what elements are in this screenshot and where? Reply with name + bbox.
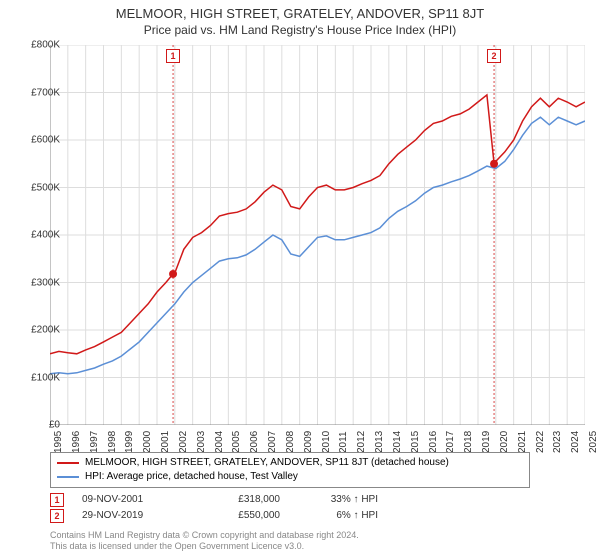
footer-attribution: Contains HM Land Registry data © Crown c… (50, 530, 359, 552)
x-tick-label: 1999 (124, 431, 135, 453)
plot-area (50, 45, 585, 425)
x-tick-label: 1998 (107, 431, 118, 453)
x-tick-label: 1995 (53, 431, 64, 453)
trade-row: 1 09-NOV-2001 £318,000 33% ↑ HPI (50, 492, 378, 508)
legend-swatch (57, 462, 79, 464)
y-tick-label: £100K (12, 372, 60, 383)
x-tick-label: 2017 (445, 431, 456, 453)
x-tick-label: 2001 (160, 431, 171, 453)
trade-row: 2 29-NOV-2019 £550,000 6% ↑ HPI (50, 508, 378, 524)
legend-label: HPI: Average price, detached house, Test… (85, 470, 298, 484)
legend-label: MELMOOR, HIGH STREET, GRATELEY, ANDOVER,… (85, 456, 449, 470)
x-tick-label: 2019 (481, 431, 492, 453)
y-tick-label: £300K (12, 277, 60, 288)
x-tick-label: 2012 (356, 431, 367, 453)
x-tick-label: 2022 (535, 431, 546, 453)
trade-marker: 2 (50, 509, 64, 523)
y-tick-label: £400K (12, 230, 60, 241)
y-tick-label: £200K (12, 325, 60, 336)
y-tick-label: £700K (12, 87, 60, 98)
chart-container: MELMOOR, HIGH STREET, GRATELEY, ANDOVER,… (0, 0, 600, 560)
x-tick-label: 2013 (374, 431, 385, 453)
x-tick-label: 2015 (410, 431, 421, 453)
x-tick-label: 2011 (338, 431, 349, 453)
y-tick-label: £600K (12, 135, 60, 146)
x-tick-label: 2023 (552, 431, 563, 453)
x-tick-label: 2020 (499, 431, 510, 453)
x-tick-label: 2016 (428, 431, 439, 453)
x-tick-label: 2000 (142, 431, 153, 453)
chart-title: MELMOOR, HIGH STREET, GRATELEY, ANDOVER,… (0, 0, 600, 21)
trade-table: 1 09-NOV-2001 £318,000 33% ↑ HPI 2 29-NOV-201… (50, 492, 378, 524)
x-tick-label: 2014 (392, 431, 403, 453)
trade-marker: 1 (50, 493, 64, 507)
trade-price: £318,000 (200, 492, 280, 508)
x-tick-label: 2002 (178, 431, 189, 453)
y-tick-label: £0 (12, 420, 60, 431)
x-tick-label: 2024 (570, 431, 581, 453)
trade-date: 09-NOV-2001 (82, 492, 182, 508)
x-tick-label: 2008 (285, 431, 296, 453)
event-marker: 2 (487, 49, 501, 63)
x-tick-label: 2005 (231, 431, 242, 453)
x-tick-label: 2006 (249, 431, 260, 453)
y-tick-label: £500K (12, 182, 60, 193)
x-tick-label: 2021 (517, 431, 528, 453)
legend-swatch (57, 476, 79, 478)
x-tick-label: 1996 (71, 431, 82, 453)
trade-price: £550,000 (200, 508, 280, 524)
x-tick-label: 2025 (588, 431, 599, 453)
x-tick-label: 2003 (196, 431, 207, 453)
trade-diff: 6% ↑ HPI (298, 508, 378, 524)
chart-subtitle: Price paid vs. HM Land Registry's House … (0, 21, 600, 41)
footer-line-1: Contains HM Land Registry data © Crown c… (50, 530, 359, 540)
trade-date: 29-NOV-2019 (82, 508, 182, 524)
event-marker: 1 (166, 49, 180, 63)
x-tick-label: 2007 (267, 431, 278, 453)
legend-item: HPI: Average price, detached house, Test… (57, 470, 523, 484)
trade-diff: 33% ↑ HPI (298, 492, 378, 508)
footer-line-2: This data is licensed under the Open Gov… (50, 541, 304, 551)
y-tick-label: £800K (12, 40, 60, 51)
legend-item: MELMOOR, HIGH STREET, GRATELEY, ANDOVER,… (57, 456, 523, 470)
legend: MELMOOR, HIGH STREET, GRATELEY, ANDOVER,… (50, 452, 530, 488)
x-tick-label: 1997 (89, 431, 100, 453)
x-tick-label: 2009 (303, 431, 314, 453)
x-tick-label: 2004 (214, 431, 225, 453)
x-tick-label: 2010 (321, 431, 332, 453)
x-tick-label: 2018 (463, 431, 474, 453)
